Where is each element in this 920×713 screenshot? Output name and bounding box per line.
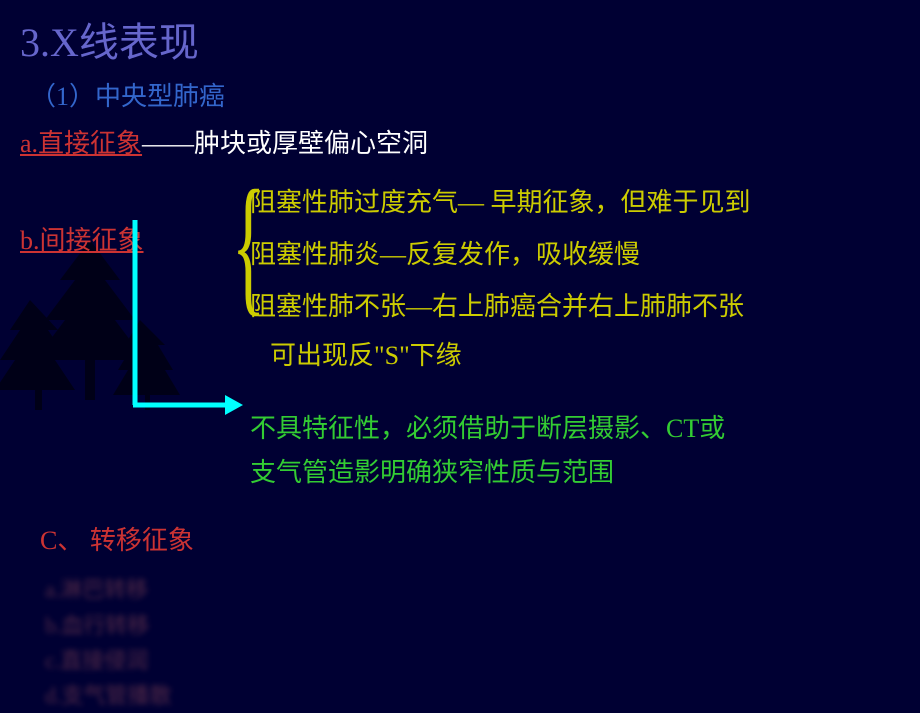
green-line-1: 不具特征性，必须借助于断层摄影、CT或: [250, 407, 900, 451]
item-a-row: a.直接征象——肿块或厚壁偏心空洞: [20, 123, 900, 160]
slide-subtitle: （1）中央型肺癌: [30, 76, 900, 113]
item-a-label: a.直接征象: [20, 129, 142, 158]
blur-list: a.淋巴转移 b.血行转移 c.直接侵润 d.支气管播散: [45, 572, 900, 713]
item-a-content: 肿块或厚壁偏心空洞: [194, 129, 428, 158]
item-c-label: C、 转移征象: [40, 520, 900, 557]
slide-container: 3.X线表现 （1）中央型肺癌 a.直接征象——肿块或厚壁偏心空洞 b.间接征象…: [0, 0, 920, 690]
yellow-item-2: 阻塞性肺炎—反复发作，吸收缓慢: [250, 232, 900, 279]
blur-item-1: a.淋巴转移: [45, 572, 900, 607]
item-a-separator: ——: [142, 129, 194, 158]
blur-item-4: d.支气管播散: [45, 678, 900, 713]
yellow-item-3: 阻塞性肺不张—右上肺癌合并右上肺肺不张: [250, 284, 900, 331]
yellow-item-1: 阻塞性肺过度充气— 早期征象，但难于见到: [250, 180, 900, 227]
blur-item-2: b.血行转移: [45, 608, 900, 643]
blur-item-3: c.直接侵润: [45, 643, 900, 678]
arrow-icon: [125, 220, 245, 420]
yellow-list: 阻塞性肺过度充气— 早期征象，但难于见到 阻塞性肺炎—反复发作，吸收缓慢 阻塞性…: [250, 180, 900, 330]
slide-title: 3.X线表现: [20, 10, 900, 68]
green-line-2: 支气管造影明确狭窄性质与范围: [250, 451, 900, 495]
green-note: 不具特征性，必须借助于断层摄影、CT或 支气管造影明确狭窄性质与范围: [250, 407, 900, 495]
yellow-sub-line: 可出现反"S"下缘: [270, 335, 900, 377]
